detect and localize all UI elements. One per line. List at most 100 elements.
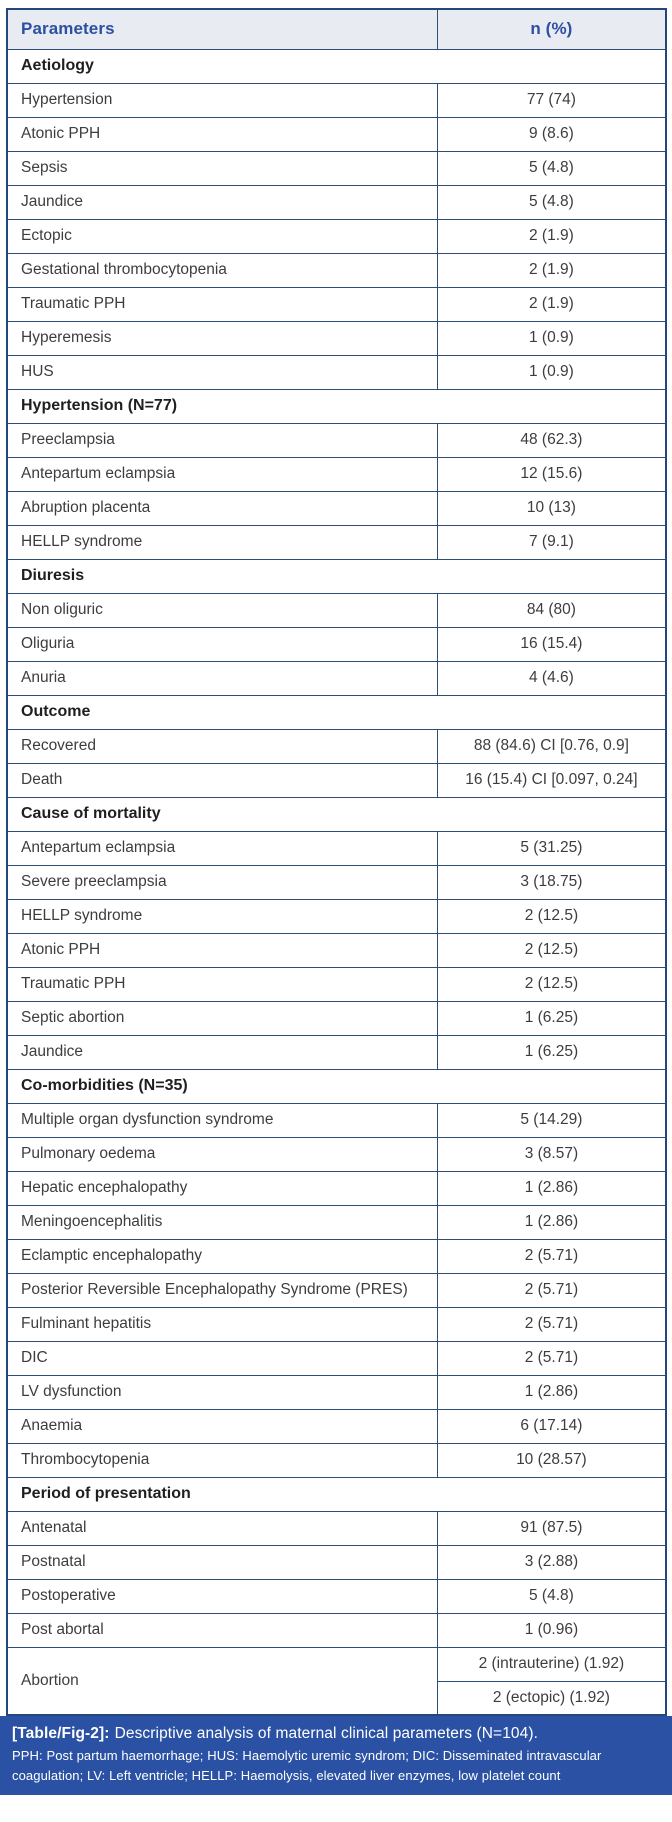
table-row: Anaemia 6 (17.14): [6, 1408, 667, 1444]
row-label: Septic abortion: [6, 1000, 438, 1036]
row-value: 3 (18.75): [436, 864, 667, 900]
row-label: Fulminant hepatitis: [6, 1306, 438, 1342]
row-label: Preeclampsia: [6, 422, 438, 458]
table-row: Non oliguric 84 (80): [6, 592, 667, 628]
row-value: 9 (8.6): [436, 116, 667, 152]
row-value: 5 (31.25): [436, 830, 667, 866]
row-value: 2 (1.9): [436, 252, 667, 288]
table-row: Abruption placenta 10 (13): [6, 490, 667, 526]
row-label: Recovered: [6, 728, 438, 764]
row-label: Antepartum eclampsia: [6, 830, 438, 866]
section-title: Diuresis: [6, 558, 667, 594]
row-label: Pulmonary oedema: [6, 1136, 438, 1172]
row-value: 77 (74): [436, 82, 667, 118]
row-label: Multiple organ dysfunction syndrome: [6, 1102, 438, 1138]
row-value: 2 (12.5): [436, 898, 667, 934]
table-row: HELLP syndrome 7 (9.1): [6, 524, 667, 560]
row-value: 10 (13): [436, 490, 667, 526]
table-footnote: PPH: Post partum haemorrhage; HUS: Haemo…: [12, 1748, 602, 1783]
row-value: 5 (14.29): [436, 1102, 667, 1138]
row-value: 1 (2.86): [436, 1170, 667, 1206]
table-row: DIC 2 (5.71): [6, 1340, 667, 1376]
table-row: Oliguria 16 (15.4): [6, 626, 667, 662]
table-body: Aetiology Hypertension 77 (74) Atonic PPH 9 …: [6, 48, 667, 1716]
table-row: Death 16 (15.4) CI [0.097, 0.24]: [6, 762, 667, 798]
section-title: Co-morbidities (N=35): [6, 1068, 667, 1104]
table-row: Antenatal 91 (87.5): [6, 1510, 667, 1546]
table-row: Antepartum eclampsia 12 (15.6): [6, 456, 667, 492]
row-value: 16 (15.4) CI [0.097, 0.24]: [436, 762, 667, 798]
table-row: Jaundice 1 (6.25): [6, 1034, 667, 1070]
row-value: 7 (9.1): [436, 524, 667, 560]
table-row: Postoperative 5 (4.8): [6, 1578, 667, 1614]
row-value: 2 (12.5): [436, 966, 667, 1002]
row-value: 5 (4.8): [436, 150, 667, 186]
row-label: Oliguria: [6, 626, 438, 662]
row-value: 88 (84.6) CI [0.76, 0.9]: [436, 728, 667, 764]
row-value: 12 (15.6): [436, 456, 667, 492]
row-label: Abortion: [6, 1646, 438, 1716]
row-label: Hepatic encephalopathy: [6, 1170, 438, 1206]
row-value: 1 (0.9): [436, 354, 667, 390]
table-row: Sepsis 5 (4.8): [6, 150, 667, 186]
row-label: Anaemia: [6, 1408, 438, 1444]
row-label: Postnatal: [6, 1544, 438, 1580]
row-label: Death: [6, 762, 438, 798]
table-caption-text: Descriptive analysis of maternal clinica…: [114, 1725, 539, 1742]
row-value: 2 (12.5): [436, 932, 667, 968]
section-row: Hypertension (N=77): [6, 388, 667, 424]
section-title: Period of presentation: [6, 1476, 667, 1512]
section-title: Outcome: [6, 694, 667, 730]
row-label: Antenatal: [6, 1510, 438, 1546]
row-label: Hyperemesis: [6, 320, 438, 356]
table-caption-line: [Table/Fig-2]: Descriptive analysis of ma…: [12, 1725, 660, 1743]
table-header-row: Parameters n (%): [6, 8, 667, 50]
row-value: 2 (ectopic) (1.92): [436, 1680, 667, 1716]
table-row: Antepartum eclampsia 5 (31.25): [6, 830, 667, 866]
row-value: 2 (5.71): [436, 1306, 667, 1342]
row-label: LV dysfunction: [6, 1374, 438, 1410]
section-row: Outcome: [6, 694, 667, 730]
maternal-parameters-table: Parameters n (%) Aetiology Hypertension 77…: [6, 8, 667, 1716]
table-row: Atonic PPH 2 (12.5): [6, 932, 667, 968]
table-row: Hyperemesis 1 (0.9): [6, 320, 667, 356]
row-label: Atonic PPH: [6, 116, 438, 152]
row-label: Meningoencephalitis: [6, 1204, 438, 1240]
row-value: 5 (4.8): [436, 184, 667, 220]
table-row: Atonic PPH 9 (8.6): [6, 116, 667, 152]
table-row: Posterior Reversible Encephalopathy Synd…: [6, 1272, 667, 1308]
row-value: 5 (4.8): [436, 1578, 667, 1614]
row-value: 84 (80): [436, 592, 667, 628]
section-row: Cause of mortality: [6, 796, 667, 832]
row-label: Non oliguric: [6, 592, 438, 628]
table-row: Hepatic encephalopathy 1 (2.86): [6, 1170, 667, 1206]
table-row: Hypertension 77 (74): [6, 82, 667, 118]
row-value: 2 (intrauterine) (1.92): [436, 1646, 667, 1682]
table-row: Eclamptic encephalopathy 2 (5.71): [6, 1238, 667, 1274]
section-title: Hypertension (N=77): [6, 388, 667, 424]
table-row: Recovered 88 (84.6) CI [0.76, 0.9]: [6, 728, 667, 764]
table-caption-tag: [Table/Fig-2]:: [12, 1725, 110, 1742]
table-row: Jaundice 5 (4.8): [6, 184, 667, 220]
row-value: 1 (6.25): [436, 1000, 667, 1036]
table-row: Septic abortion 1 (6.25): [6, 1000, 667, 1036]
row-value: 1 (0.9): [436, 320, 667, 356]
row-value: 3 (2.88): [436, 1544, 667, 1580]
section-row: Co-morbidities (N=35): [6, 1068, 667, 1104]
row-value: 1 (0.96): [436, 1612, 667, 1648]
row-label: Ectopic: [6, 218, 438, 254]
row-label: Posterior Reversible Encephalopathy Synd…: [6, 1272, 438, 1308]
table-row: Multiple organ dysfunction syndrome 5 (14…: [6, 1102, 667, 1138]
row-label: Antepartum eclampsia: [6, 456, 438, 492]
row-label: Sepsis: [6, 150, 438, 186]
table-row: Ectopic 2 (1.9): [6, 218, 667, 254]
section-row: Diuresis: [6, 558, 667, 594]
row-label: Jaundice: [6, 184, 438, 220]
section-row: Aetiology: [6, 48, 667, 84]
row-label: HELLP syndrome: [6, 898, 438, 934]
table-row: Anuria 4 (4.6): [6, 660, 667, 696]
row-label: HUS: [6, 354, 438, 390]
column-header-parameters: Parameters: [6, 8, 438, 50]
row-value: 2 (1.9): [436, 286, 667, 322]
row-label: Jaundice: [6, 1034, 438, 1070]
